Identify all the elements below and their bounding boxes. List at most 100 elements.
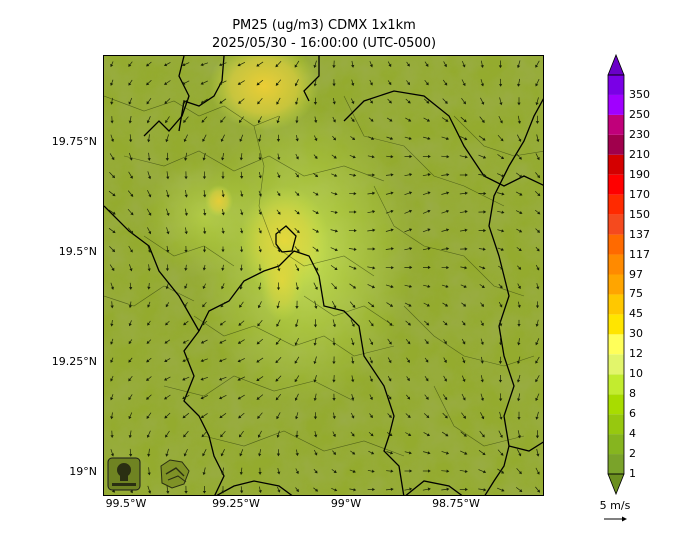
- wind-vector-head: [239, 434, 242, 438]
- wind-vector-head: [426, 118, 430, 122]
- colorbar-tick-label: 45: [629, 307, 643, 321]
- wind-vector-head: [294, 83, 298, 87]
- wind-vector-head: [296, 211, 300, 215]
- wind-vector-head: [257, 101, 261, 105]
- wind-vector-head: [313, 379, 317, 383]
- wind-vector-head: [463, 433, 467, 437]
- wind-vector-head: [369, 396, 373, 401]
- wind-vector-head: [128, 323, 132, 327]
- wind-vector-head: [147, 322, 151, 326]
- wind-vector-head: [462, 378, 466, 383]
- wind-vector-head: [425, 396, 429, 400]
- wind-vector-head: [353, 173, 357, 177]
- wind-vector-head: [165, 304, 169, 308]
- wind-vector-head: [218, 358, 223, 363]
- lat-tick-label: 19°N: [69, 465, 97, 478]
- wind-vector-head: [239, 286, 243, 290]
- wind-vector-head: [183, 453, 187, 457]
- wind-vector-head: [427, 451, 431, 455]
- wind-vector-head: [426, 100, 430, 104]
- wind-vector-head: [182, 81, 186, 85]
- wind-vector-head: [427, 228, 431, 232]
- wind-vector-head: [498, 83, 503, 87]
- wind-vector-head: [183, 119, 187, 123]
- wind-vector-head: [200, 63, 204, 67]
- wind-vector-head: [294, 101, 299, 105]
- wind-vector-head: [425, 341, 429, 345]
- wind-vector-head: [184, 157, 188, 161]
- wind-vector-head: [110, 416, 114, 420]
- wind-vector-head: [372, 191, 376, 195]
- wind-vector-head: [332, 433, 336, 438]
- wind-vector-head: [462, 415, 467, 419]
- wind-vector-head: [314, 434, 318, 438]
- wind-vector-head: [353, 488, 357, 492]
- wind-vector-head: [464, 155, 468, 159]
- wind-vector-head: [315, 248, 319, 252]
- wind-vector-head: [518, 471, 522, 475]
- wind-vector-head: [275, 63, 279, 68]
- wind-vector-head: [500, 470, 505, 474]
- wind-vector-head: [314, 488, 319, 492]
- wind-vector-head: [334, 192, 338, 196]
- wind-vector-head: [518, 248, 522, 252]
- colorbar-block: [608, 274, 624, 295]
- wind-vector-head: [389, 136, 394, 140]
- wind-vector-head: [146, 434, 150, 438]
- wind-vector-head: [427, 247, 431, 251]
- wind-vector-head: [130, 230, 134, 234]
- wind-vector-head: [276, 434, 280, 438]
- wind-vector-head: [296, 192, 300, 196]
- wind-vector-head: [200, 340, 205, 344]
- wind-vector-head: [221, 267, 225, 271]
- wind-vector-head: [463, 303, 467, 307]
- colorbar-tick-label: 210: [629, 147, 650, 161]
- wind-vector-head: [500, 266, 504, 270]
- wind-key-arrow-icon: [604, 516, 627, 522]
- wind-vector-head: [256, 341, 260, 345]
- wind-vector-head: [372, 210, 376, 214]
- wind-vector-head: [499, 120, 503, 124]
- wind-vector-head: [536, 248, 540, 252]
- wind-vector-head: [239, 249, 244, 253]
- wind-vector-head: [128, 305, 132, 309]
- wind-vector-head: [258, 249, 262, 253]
- wind-vector-head: [480, 64, 484, 68]
- wind-vector-head: [388, 341, 392, 345]
- wind-vector-head: [426, 414, 430, 419]
- wind-vector-head: [240, 230, 244, 234]
- wind-vector-head: [500, 138, 504, 142]
- wind-vector-head: [147, 286, 151, 290]
- wind-vector-head: [408, 118, 412, 122]
- wind-vector-head: [258, 286, 262, 290]
- wind-vector-head: [313, 342, 317, 346]
- colorbar-block: [608, 374, 624, 395]
- wind-vector-head: [464, 265, 468, 270]
- wind-vector-head: [482, 452, 486, 456]
- wind-vector-head: [407, 322, 411, 326]
- wind-vector-head: [332, 416, 336, 420]
- wind-vector-head: [519, 210, 523, 215]
- wind-vector-head: [444, 100, 448, 104]
- wind-vector-head: [390, 247, 394, 251]
- colorbar-block: [608, 254, 624, 275]
- wind-vector-head: [428, 469, 431, 473]
- wind-vector-head: [462, 64, 466, 68]
- wind-vector-head: [462, 82, 466, 87]
- sedema-logo: [107, 457, 141, 491]
- wind-vector-head: [128, 286, 133, 290]
- wind-vector-head: [372, 173, 375, 177]
- wind-vector-head: [536, 453, 540, 457]
- wind-vector-head: [464, 247, 468, 251]
- wind-vector-head: [239, 268, 244, 272]
- wind-vector-head: [535, 379, 539, 383]
- wind-vector-head: [182, 377, 186, 381]
- wind-vector-head: [239, 453, 243, 457]
- colorbar-block: [608, 354, 624, 375]
- wind-vector-head: [276, 305, 280, 309]
- wind-vector-head: [110, 378, 114, 382]
- wind-vector-head: [465, 173, 468, 177]
- wind-vector-head: [258, 268, 262, 272]
- wind-vector-head: [258, 193, 262, 197]
- wind-vector-head: [237, 340, 242, 344]
